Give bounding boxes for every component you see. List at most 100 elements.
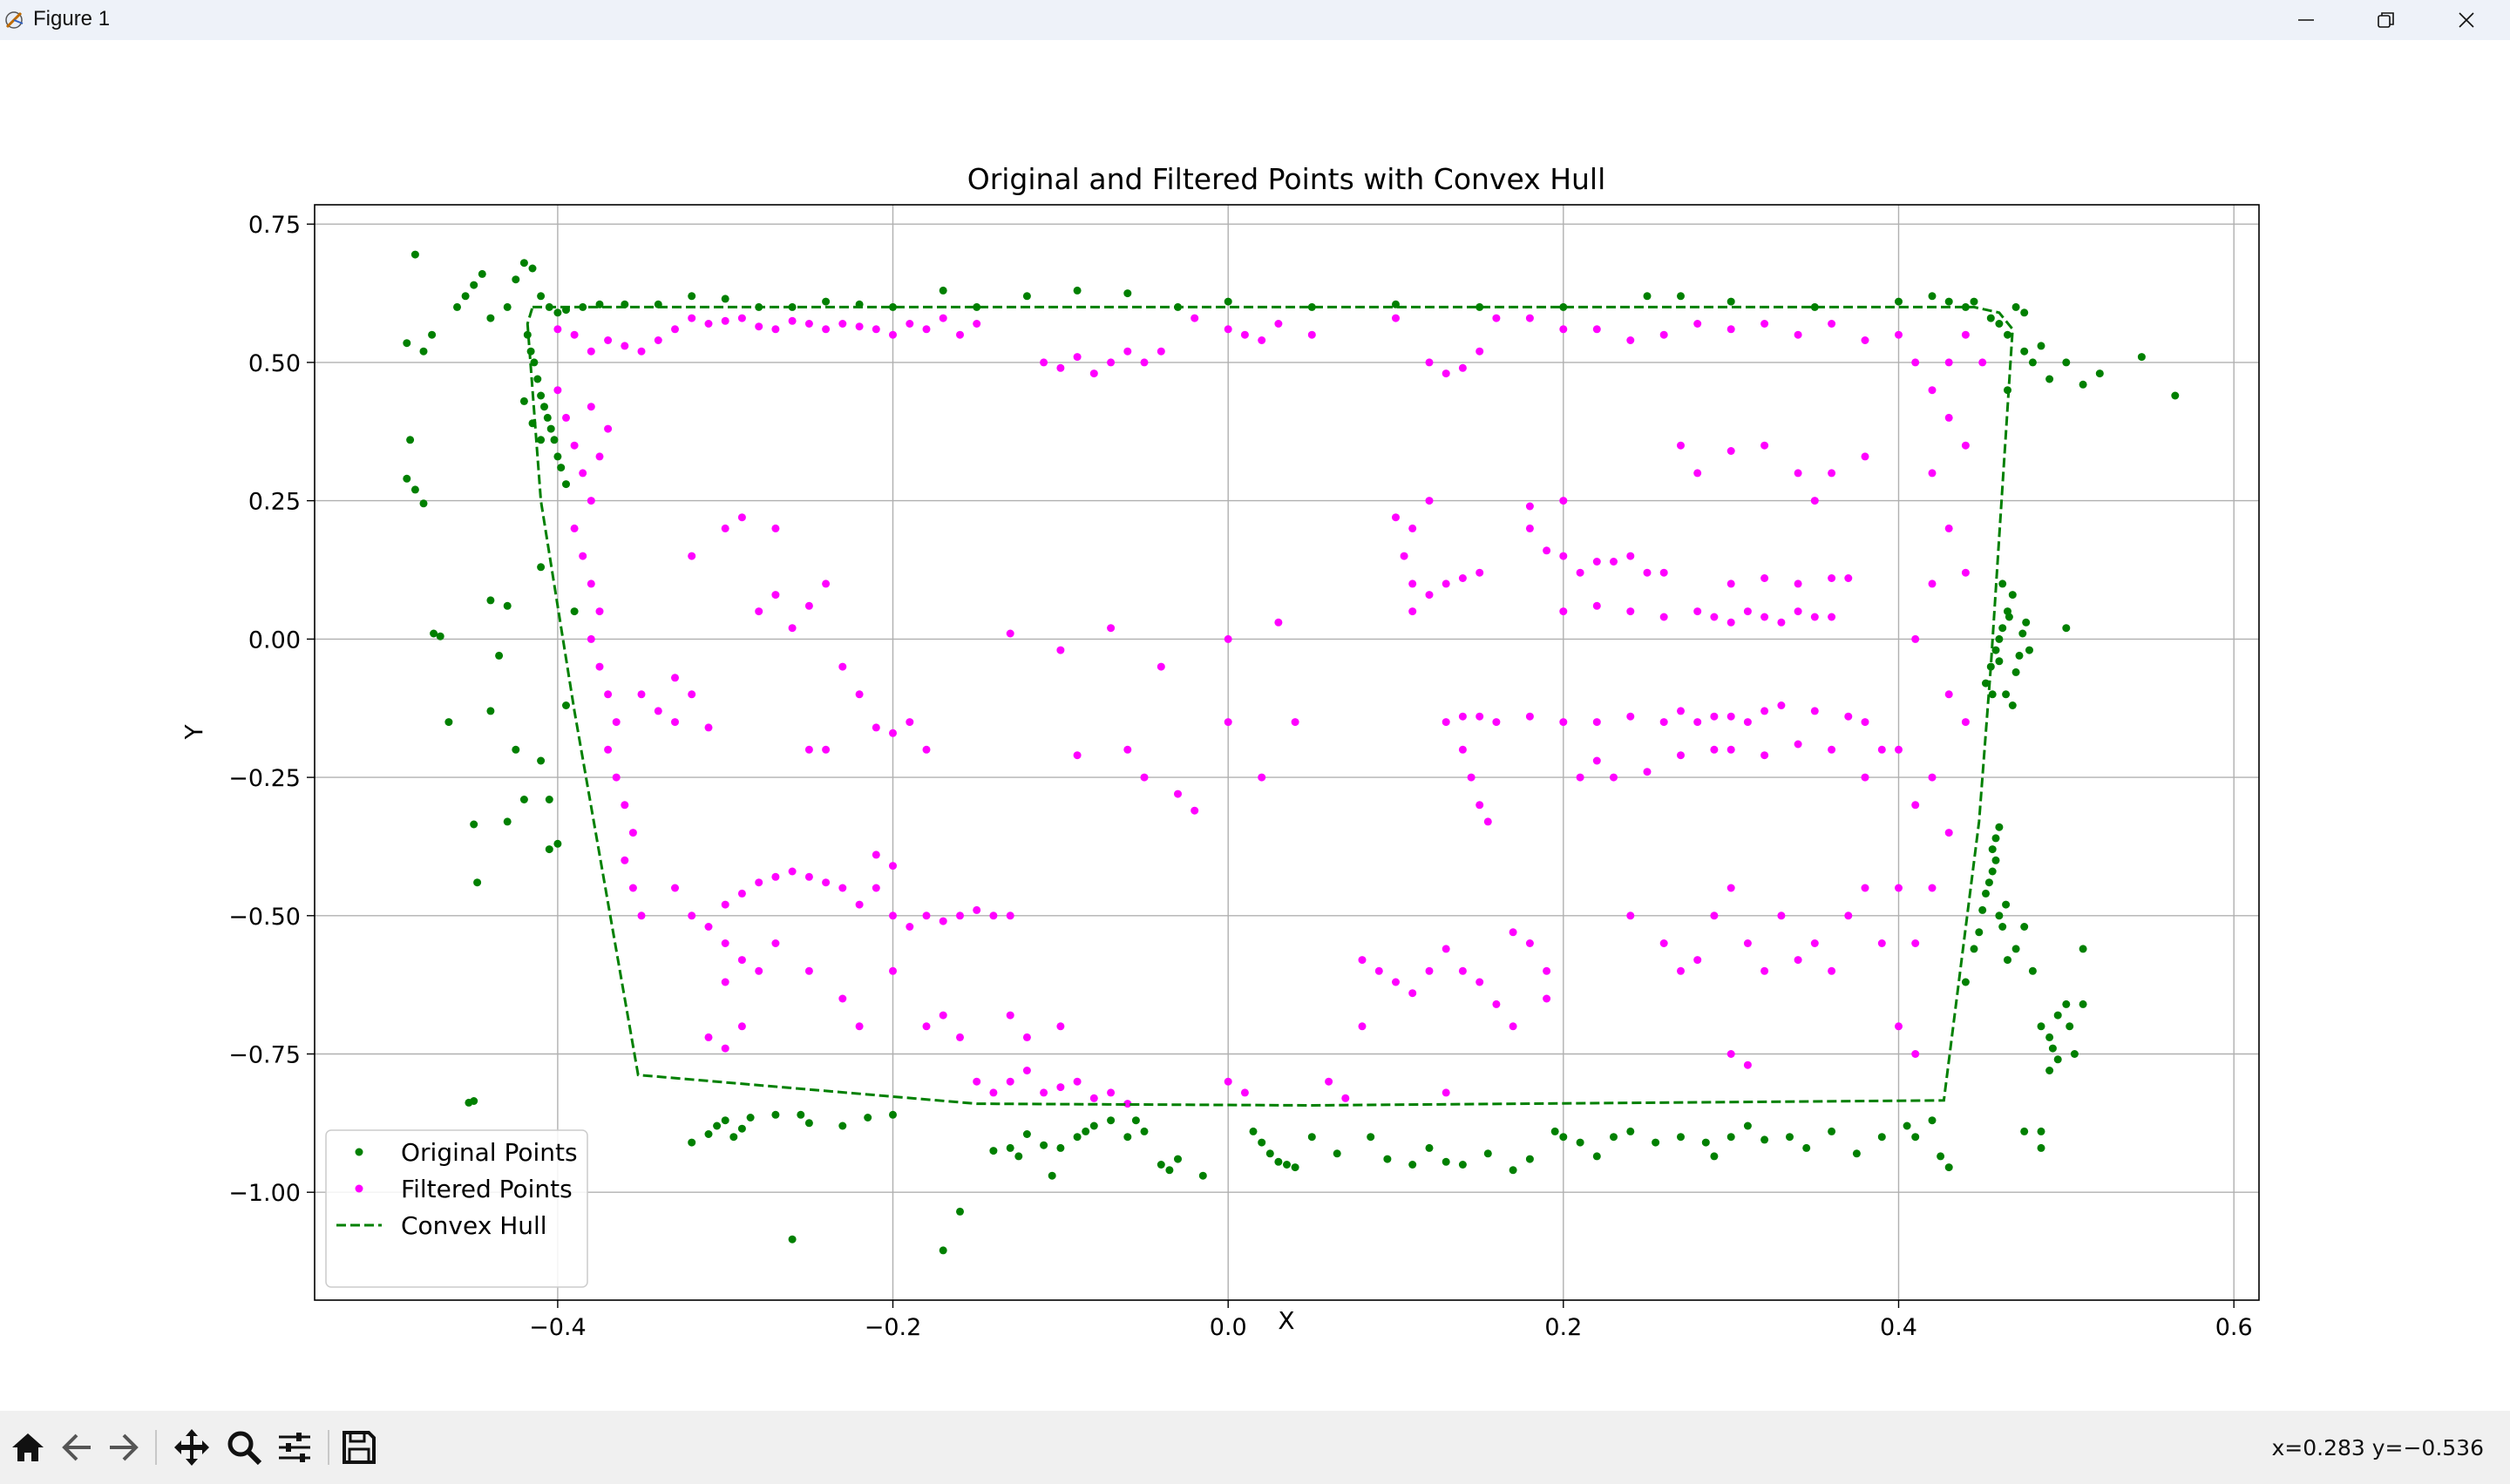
original-point [533, 375, 542, 383]
filtered-point [1961, 718, 1970, 727]
forward-button[interactable] [99, 1423, 148, 1472]
legend-marker-original [355, 1148, 363, 1156]
original-point [1107, 1116, 1116, 1125]
filtered-point [1726, 712, 1735, 721]
filtered-point [804, 872, 813, 881]
back-button[interactable] [52, 1423, 101, 1472]
filtered-point [1844, 712, 1853, 721]
original-point [2018, 629, 2027, 638]
filtered-point [922, 911, 931, 920]
filtered-point [1726, 447, 1735, 455]
original-point [419, 499, 428, 508]
original-point [486, 314, 495, 322]
navigation-toolbar: x=0.283 y=−0.536 [0, 1411, 2510, 1484]
zoom-button[interactable] [220, 1423, 268, 1472]
legend-box [325, 1129, 588, 1288]
original-point [2020, 1127, 2029, 1135]
minimize-button[interactable] [2266, 0, 2346, 40]
x-tick-label: −0.4 [529, 1314, 587, 1341]
window-titlebar: Figure 1 [0, 0, 2510, 40]
filtered-point [973, 905, 981, 914]
filtered-point [1610, 558, 1618, 566]
original-point [1576, 1138, 1584, 1147]
original-point [746, 1114, 755, 1121]
filtered-point [755, 322, 763, 331]
filtered-point [1240, 1088, 1249, 1097]
filtered-point [855, 900, 864, 909]
original-point [2037, 1022, 2045, 1031]
original-point [1089, 1121, 1098, 1130]
filtered-point [587, 579, 595, 588]
filtered-point [838, 994, 847, 1003]
original-point [1333, 1149, 1341, 1158]
original-point [1995, 634, 2004, 643]
filtered-point [587, 347, 595, 356]
filtered-point [1157, 662, 1165, 671]
original-point [444, 718, 453, 727]
original-point [519, 796, 528, 803]
filtered-point [1911, 1050, 1920, 1058]
original-point [1165, 1166, 1174, 1175]
pan-button[interactable] [167, 1423, 216, 1472]
filtered-point [973, 320, 981, 328]
original-point [1258, 1138, 1266, 1147]
filtered-point [1425, 358, 1434, 367]
filtered-point [755, 966, 763, 975]
y-axis-label: Y [180, 724, 208, 741]
close-button[interactable] [2426, 0, 2507, 40]
filtered-point [1844, 574, 1853, 582]
original-point [2053, 1011, 2062, 1020]
filtered-point [822, 745, 831, 754]
filtered-point [1928, 884, 1937, 892]
pan-icon [174, 1429, 209, 1466]
configure-button[interactable] [270, 1423, 319, 1472]
home-button[interactable] [3, 1423, 52, 1472]
original-point [570, 607, 579, 616]
filtered-point [688, 314, 696, 322]
filtered-point [1861, 336, 1869, 344]
original-point [1852, 1149, 1861, 1158]
restore-button[interactable] [2346, 0, 2426, 40]
filtered-point [1743, 718, 1752, 727]
original-point [1550, 1127, 1559, 1135]
original-point [1988, 867, 1997, 876]
filtered-point [737, 956, 746, 965]
original-point [470, 281, 478, 289]
filtered-point [671, 718, 679, 727]
original-point [1961, 302, 1970, 311]
filtered-point [855, 690, 864, 699]
original-point [519, 259, 528, 268]
original-point [2002, 900, 2011, 909]
filtered-point [1961, 330, 1970, 339]
original-point [1903, 1121, 1911, 1130]
legend-label-original: Original Points [401, 1138, 578, 1167]
filtered-point [1659, 613, 1668, 621]
filtered-point [1123, 745, 1132, 754]
original-point [503, 601, 512, 610]
filtered-point [956, 1033, 964, 1041]
original-point [528, 264, 537, 273]
filtered-point [922, 325, 931, 334]
save-button[interactable] [335, 1423, 383, 1472]
filtered-point [1525, 524, 1534, 532]
filtered-point [1794, 579, 1802, 588]
filtered-point [1693, 956, 1702, 965]
original-point [2045, 375, 2054, 383]
original-point [2045, 1033, 2054, 1041]
original-point [1677, 1133, 1685, 1142]
legend-label-hull: Convex Hull [401, 1211, 547, 1240]
original-point [721, 295, 729, 303]
filtered-point [604, 745, 613, 754]
filtered-point [989, 911, 998, 920]
filtered-point [1307, 330, 1316, 339]
legend: Original Points Filtered Points Convex H… [325, 1129, 588, 1288]
original-point [2011, 667, 2020, 676]
filtered-point [1626, 911, 1635, 920]
original-point [1995, 320, 2004, 328]
tick-layer: −0.4 −0.2 0.0 0.2 0.4 0.6 0.75 0.50 0.25 0.00 −0.2… [228, 212, 2252, 1341]
filtered-point [771, 325, 780, 334]
filtered-point [1592, 756, 1601, 765]
original-point [737, 1124, 746, 1133]
original-point [688, 292, 696, 301]
filtered-point [1726, 325, 1735, 334]
